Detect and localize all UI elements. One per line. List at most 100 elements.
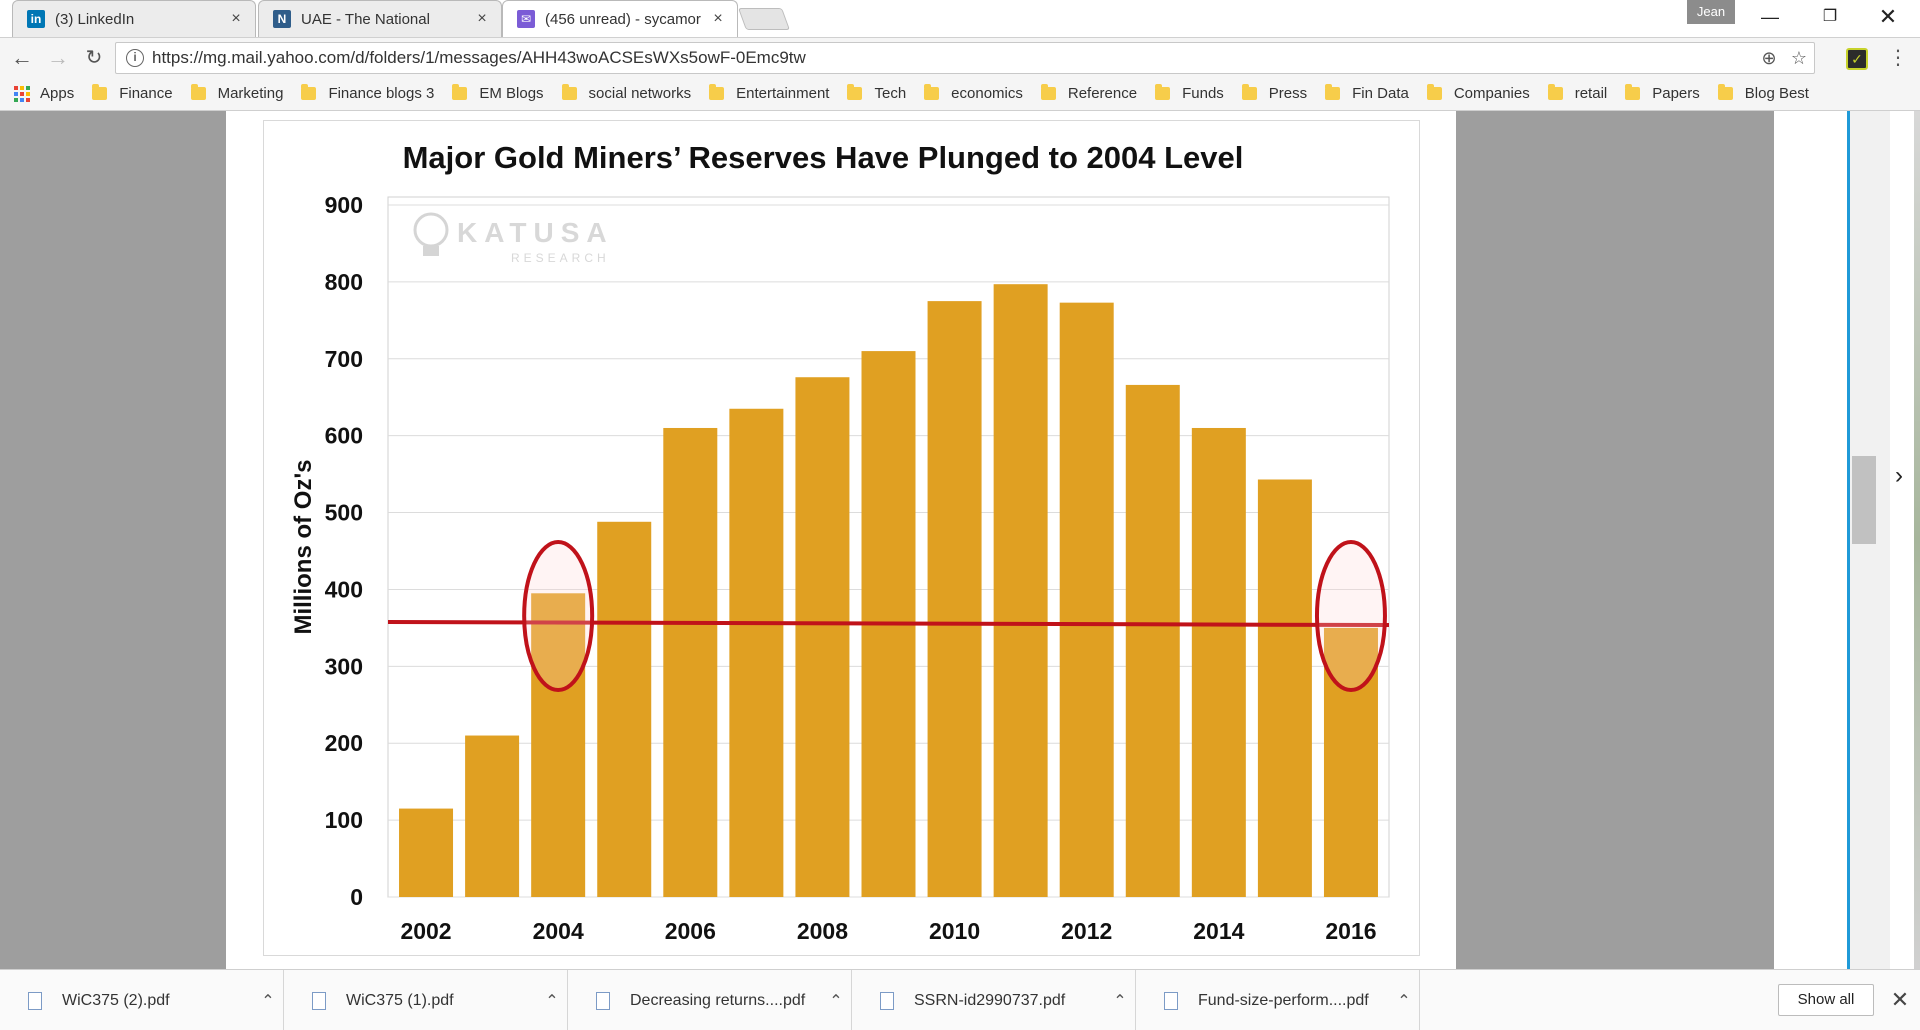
bookmark-folder-social-networks[interactable]: social networks bbox=[561, 84, 692, 102]
bookmark-label: retail bbox=[1574, 85, 1608, 102]
y-axis-label: Millions of Oz's bbox=[290, 459, 317, 634]
y-tick-label: 900 bbox=[325, 192, 363, 218]
the-national-favicon-icon: N bbox=[273, 10, 291, 28]
x-tick-label: 2014 bbox=[1193, 918, 1244, 944]
bar-2013 bbox=[1125, 384, 1180, 897]
restore-icon[interactable]: ❐ bbox=[1822, 8, 1838, 25]
bookmark-folder-blog-best[interactable]: Blog Best bbox=[1717, 84, 1809, 102]
download-item[interactable]: WiC375 (1).pdf ⌃ bbox=[284, 970, 568, 1030]
bar-2008 bbox=[795, 377, 850, 898]
bookmark-folder-funds[interactable]: Funds bbox=[1155, 84, 1224, 102]
bookmark-folder-tech[interactable]: Tech bbox=[847, 84, 906, 102]
extension-icon[interactable]: ✓ bbox=[1846, 48, 1868, 70]
bookmark-folders: Finance Marketing Finance blogs 3 EM Blogs s… bbox=[92, 84, 1827, 102]
y-tick-label: 200 bbox=[325, 730, 363, 756]
bookmark-folder-papers[interactable]: Papers bbox=[1625, 84, 1700, 102]
bookmark-label: Press bbox=[1268, 85, 1308, 102]
browser-toolbar: ← → ↻ i https://mg.mail.yahoo.com/d/fold… bbox=[0, 37, 1920, 77]
chevron-right-icon[interactable]: › bbox=[1895, 462, 1903, 489]
edge-strip bbox=[1914, 111, 1920, 969]
profile-button[interactable]: Jean bbox=[1687, 0, 1735, 24]
bookmark-label: Blog Best bbox=[1744, 85, 1809, 102]
chevron-up-icon[interactable]: ⌃ bbox=[1397, 992, 1411, 1010]
back-arrow-icon[interactable]: ← bbox=[11, 45, 33, 70]
apps-grid-icon bbox=[14, 85, 30, 102]
y-tick-label: 0 bbox=[350, 884, 363, 910]
bookmark-apps[interactable]: Apps bbox=[14, 85, 74, 102]
scrollbar-thumb[interactable] bbox=[1852, 456, 1876, 544]
bookmark-label: social networks bbox=[588, 85, 692, 102]
url-text[interactable]: https://mg.mail.yahoo.com/d/folders/1/me… bbox=[152, 48, 806, 67]
bookmark-folder-marketing[interactable]: Marketing bbox=[190, 84, 283, 102]
minimize-icon[interactable]: — bbox=[1761, 7, 1779, 27]
bookmark-folder-fin-data[interactable]: Fin Data bbox=[1325, 84, 1409, 102]
pdf-file-icon bbox=[596, 991, 610, 1010]
bookmark-label: Finance bbox=[119, 85, 173, 102]
pdf-file-icon bbox=[312, 991, 326, 1010]
chart-title: Major Gold Miners’ Reserves Have Plunged… bbox=[403, 140, 1244, 175]
tab-strip: in (3) LinkedIn × N UAE - The National ×… bbox=[0, 0, 1920, 37]
x-tick-label: 2008 bbox=[797, 918, 848, 944]
bar-2002 bbox=[399, 808, 454, 897]
new-tab-button[interactable] bbox=[737, 8, 791, 30]
bookmark-label: Fin Data bbox=[1352, 85, 1409, 102]
folder-icon bbox=[1426, 84, 1442, 100]
download-item[interactable]: Fund-size-perform....pdf ⌃ bbox=[1136, 970, 1420, 1030]
bookmark-folder-finance-blogs-3[interactable]: Finance blogs 3 bbox=[301, 84, 434, 102]
bookmark-folder-em-blogs[interactable]: EM Blogs bbox=[452, 84, 544, 102]
address-bar[interactable]: i https://mg.mail.yahoo.com/d/folders/1/… bbox=[115, 42, 1815, 74]
mail-envelope-icon: ✉ bbox=[517, 10, 535, 28]
download-filename: SSRN-id2990737.pdf bbox=[914, 991, 1066, 1009]
bookmark-label: Companies bbox=[1453, 85, 1530, 102]
window-close-icon[interactable]: ✕ bbox=[1878, 4, 1898, 29]
reload-icon[interactable]: ↻ bbox=[85, 47, 103, 69]
bookmark-label: Funds bbox=[1182, 85, 1224, 102]
bars bbox=[399, 284, 1378, 898]
y-tick-label: 400 bbox=[325, 576, 363, 602]
tab-linkedin[interactable]: in (3) LinkedIn × bbox=[12, 0, 256, 37]
chevron-up-icon[interactable]: ⌃ bbox=[261, 992, 275, 1010]
y-tick-labels: 0 100 200 300 400 500 600 700 800 900 bbox=[325, 192, 363, 910]
close-icon[interactable]: × bbox=[231, 10, 241, 27]
katusa-watermark: KATUSA RESEARCH bbox=[413, 212, 607, 265]
zoom-icon[interactable]: ⊕ bbox=[1761, 47, 1777, 68]
show-all-button[interactable]: Show all bbox=[1778, 984, 1874, 1016]
close-icon[interactable]: ✕ bbox=[1890, 987, 1910, 1012]
highlight-ellipse-2004 bbox=[522, 540, 595, 693]
site-info-icon[interactable]: i bbox=[126, 49, 144, 67]
bookmark-folder-economics[interactable]: economics bbox=[924, 84, 1023, 102]
kebab-menu-icon[interactable]: ⋮ bbox=[1888, 47, 1908, 69]
close-icon[interactable]: × bbox=[477, 10, 487, 27]
bookmark-folder-reference[interactable]: Reference bbox=[1040, 84, 1137, 102]
bar-2011 bbox=[993, 284, 1048, 897]
bookmark-folder-finance[interactable]: Finance bbox=[92, 84, 173, 102]
forward-arrow-icon[interactable]: → bbox=[47, 45, 69, 70]
bookmark-folder-companies[interactable]: Companies bbox=[1426, 84, 1530, 102]
chevron-up-icon[interactable]: ⌃ bbox=[829, 992, 843, 1010]
chevron-up-icon[interactable]: ⌃ bbox=[1113, 992, 1127, 1010]
y-tick-label: 300 bbox=[325, 653, 363, 679]
folder-icon bbox=[452, 84, 468, 100]
download-item[interactable]: WiC375 (2).pdf ⌃ bbox=[0, 970, 284, 1030]
x-tick-label: 2016 bbox=[1325, 918, 1376, 944]
folder-icon bbox=[190, 84, 206, 100]
bookmark-star-icon[interactable]: ☆ bbox=[1790, 47, 1808, 68]
folder-icon bbox=[1625, 84, 1641, 100]
x-tick-label: 2012 bbox=[1061, 918, 1112, 944]
tab-the-national[interactable]: N UAE - The National × bbox=[258, 0, 502, 37]
download-item[interactable]: Decreasing returns....pdf ⌃ bbox=[568, 970, 852, 1030]
folder-icon bbox=[92, 84, 108, 100]
bookmark-folder-entertainment[interactable]: Entertainment bbox=[709, 84, 829, 102]
chevron-up-icon[interactable]: ⌃ bbox=[545, 992, 559, 1010]
y-tick-label: 800 bbox=[325, 269, 363, 295]
bookmark-label: Apps bbox=[40, 85, 75, 102]
bookmark-folder-press[interactable]: Press bbox=[1241, 84, 1308, 102]
bookmark-folder-retail[interactable]: retail bbox=[1547, 84, 1608, 102]
bookmark-label: economics bbox=[951, 85, 1023, 102]
download-item[interactable]: SSRN-id2990737.pdf ⌃ bbox=[852, 970, 1136, 1030]
gold-reserves-chart: Major Gold Miners’ Reserves Have Plunged… bbox=[290, 140, 1390, 944]
tab-yahoo-mail[interactable]: ✉ (456 unread) - sycamore × bbox=[502, 0, 738, 37]
close-icon[interactable]: × bbox=[713, 10, 723, 27]
bar-2015 bbox=[1257, 479, 1312, 897]
bar-2010 bbox=[927, 301, 982, 898]
